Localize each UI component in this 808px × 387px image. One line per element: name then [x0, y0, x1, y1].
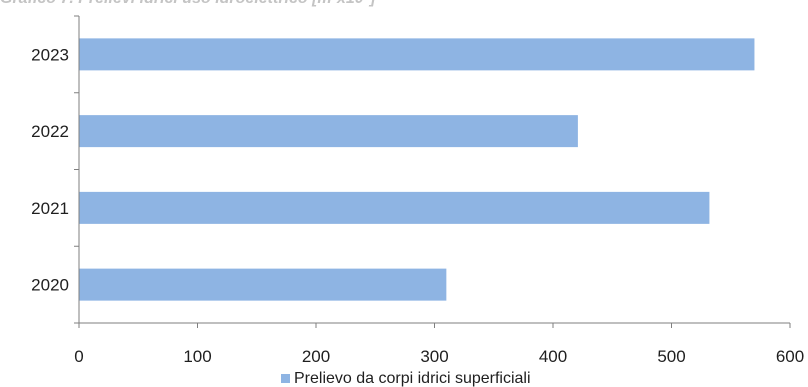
- y-label-2020: 2020: [31, 276, 69, 295]
- y-labels-group: 2020 2021 2022 2023: [31, 15, 79, 324]
- x-tick-label: 200: [302, 347, 330, 366]
- bar-2021: [79, 191, 710, 224]
- legend-label: Prelievo da corpi idrici superficiali: [294, 370, 531, 387]
- x-tick-label: 500: [657, 347, 685, 366]
- bar-2022: [79, 115, 578, 148]
- bar-2023: [79, 38, 755, 71]
- bar-2020: [79, 268, 447, 301]
- x-tick-label: 0: [74, 347, 83, 366]
- y-label-2022: 2022: [31, 122, 69, 141]
- x-ticks-group: 0 100 200 300 400 500 600: [74, 323, 804, 366]
- x-tick-label: 100: [183, 347, 211, 366]
- y-label-2023: 2023: [31, 45, 69, 64]
- y-label-2021: 2021: [31, 199, 69, 218]
- legend-swatch: [281, 374, 290, 383]
- chart-title: Grafico 7. Prelievi idrici uso idroelett…: [0, 0, 808, 8]
- bars-group: [79, 38, 755, 301]
- x-tick-label: 600: [776, 347, 804, 366]
- legend: Prelievo da corpi idrici superficiali: [281, 370, 531, 387]
- x-tick-label: 400: [539, 347, 567, 366]
- x-tick-label: 300: [420, 347, 448, 366]
